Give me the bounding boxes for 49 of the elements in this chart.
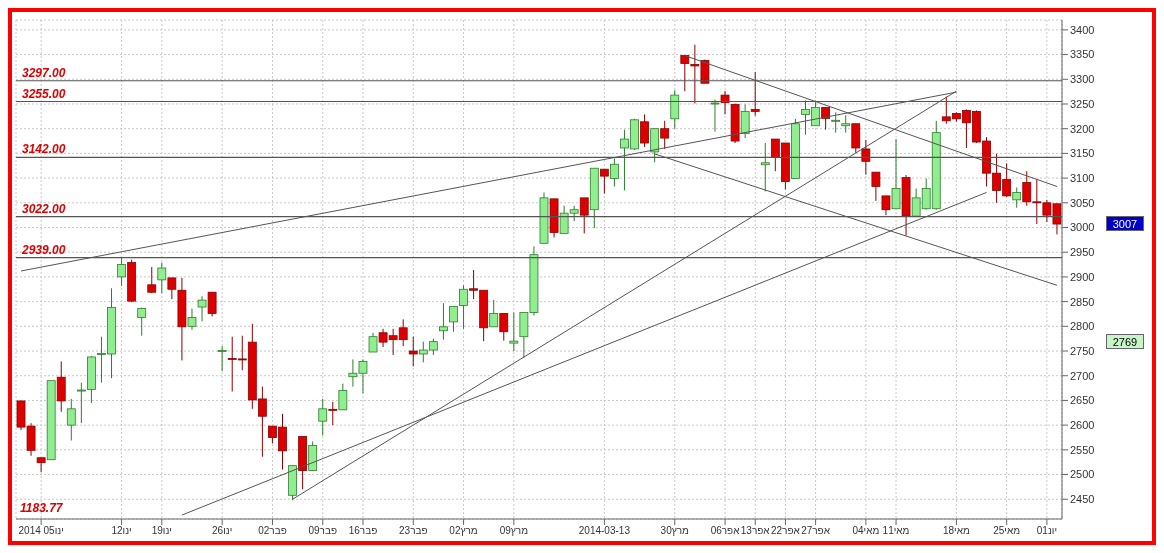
y-tick-label: 3250 — [1070, 97, 1095, 110]
y-tick-label: 2800 — [1070, 320, 1095, 333]
x-tick-label: מרץ09 — [499, 525, 529, 537]
y-tick-label: 2700 — [1070, 369, 1095, 382]
x-tick-label: מאי25 — [993, 525, 1021, 537]
x-tick-label: מרץ30 — [660, 525, 690, 537]
y-tick-label: 2600 — [1070, 419, 1095, 432]
ref-line-label: 3297.00 — [22, 65, 66, 80]
y-tick-label: 2500 — [1070, 468, 1095, 481]
ref-line-label: 3022.00 — [22, 201, 66, 216]
text: 2769 — [1106, 333, 1144, 349]
y-tick-label: 3350 — [1070, 48, 1095, 61]
y-tick-label: 2750 — [1070, 344, 1095, 357]
y-tick-label: 3400 — [1070, 23, 1095, 36]
y-tick-label: 2850 — [1070, 295, 1095, 308]
x-tick-label: פבר09 — [308, 525, 338, 537]
x-tick-label: יונ01 — [1036, 525, 1058, 537]
x-tick-label: פבר23 — [399, 525, 428, 537]
x-tick-label: ינו19 — [151, 525, 172, 537]
x-tick-label: מאי04 — [852, 525, 880, 537]
y-tick-label: 3150 — [1070, 147, 1095, 160]
x-tick-label: אפר06 — [710, 525, 741, 537]
y-tick-label: 2900 — [1070, 270, 1095, 283]
x-tick-label: פבר16 — [348, 525, 378, 537]
ref-line-label: 3255.00 — [22, 86, 66, 101]
annotation: 1183.77 — [20, 501, 63, 515]
x-tick-label: אפר13 — [740, 525, 771, 537]
x-tick-label: מרץ02 — [449, 525, 478, 537]
ref-line-label: 3142.00 — [22, 142, 66, 157]
x-tick-label: פבר02 — [258, 525, 287, 537]
y-tick-label: 2950 — [1070, 246, 1095, 259]
ref-line-label: 2939.00 — [21, 242, 66, 257]
y-tick-label: 2650 — [1070, 394, 1095, 407]
y-tick-label: 3000 — [1070, 221, 1095, 234]
y-tick-label: 2450 — [1070, 493, 1095, 506]
y-tick-label: 3100 — [1070, 172, 1095, 184]
x-tick-label: מאי18 — [942, 525, 970, 537]
y-tick-label: 3200 — [1070, 122, 1095, 135]
x-tick-label: 2014-03-13 — [578, 525, 631, 537]
x-tick-label: ינו12 — [111, 525, 132, 537]
x-tick-label: מאי11 — [882, 525, 910, 537]
y-tick-label: 3300 — [1070, 73, 1095, 86]
x-tick-label: 2014 ינו05 — [18, 525, 64, 537]
y-tick-label: 2550 — [1070, 443, 1095, 456]
x-tick-label: ינו26 — [212, 525, 233, 537]
x-tick-label: אפר22 — [770, 525, 801, 537]
x-tick-label: אפר27 — [801, 525, 831, 537]
text: 3007 — [1106, 216, 1144, 232]
y-tick-label: 3050 — [1070, 196, 1095, 209]
